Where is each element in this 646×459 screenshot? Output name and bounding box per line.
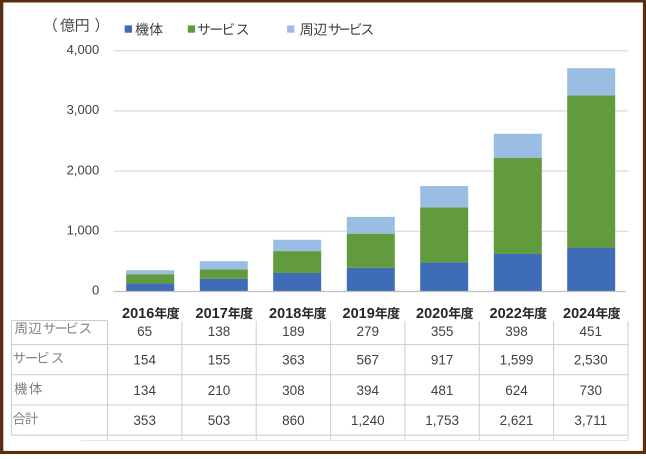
- svg-text:1,599: 1,599: [500, 353, 534, 368]
- svg-text:1,000: 1,000: [67, 223, 100, 238]
- svg-text:279: 279: [357, 324, 380, 339]
- svg-text:2018: 2018: [269, 306, 301, 322]
- svg-text:2,530: 2,530: [574, 353, 608, 368]
- svg-text:2024: 2024: [563, 306, 595, 322]
- svg-text:451: 451: [580, 324, 603, 339]
- svg-text:155: 155: [208, 353, 231, 368]
- svg-text:3,711: 3,711: [574, 413, 607, 428]
- svg-text:860: 860: [282, 413, 305, 428]
- svg-text:2020: 2020: [416, 306, 448, 322]
- svg-text:134: 134: [133, 383, 156, 398]
- svg-text:210: 210: [208, 383, 231, 398]
- svg-text:394: 394: [357, 383, 380, 398]
- svg-text:154: 154: [133, 353, 156, 368]
- svg-text:481: 481: [431, 383, 454, 398]
- svg-text:138: 138: [208, 324, 231, 339]
- svg-text:567: 567: [357, 353, 380, 368]
- svg-text:189: 189: [282, 324, 305, 339]
- svg-text:3,000: 3,000: [67, 102, 100, 117]
- svg-text:503: 503: [208, 413, 231, 428]
- svg-text:624: 624: [505, 383, 528, 398]
- svg-text:4,000: 4,000: [67, 42, 100, 57]
- svg-text:355: 355: [431, 324, 454, 339]
- svg-text:2017: 2017: [196, 306, 228, 322]
- svg-text:2,621: 2,621: [500, 413, 534, 428]
- svg-text:363: 363: [282, 353, 305, 368]
- svg-text:353: 353: [133, 413, 156, 428]
- svg-text:65: 65: [137, 324, 152, 339]
- svg-text:917: 917: [431, 353, 454, 368]
- svg-text:308: 308: [282, 383, 305, 398]
- svg-text:2016: 2016: [122, 306, 154, 322]
- svg-text:2,000: 2,000: [67, 162, 100, 177]
- svg-text:730: 730: [580, 383, 603, 398]
- svg-text:2022: 2022: [490, 306, 522, 322]
- svg-text:1,240: 1,240: [351, 413, 385, 428]
- svg-text:0: 0: [92, 283, 99, 298]
- svg-text:398: 398: [505, 324, 528, 339]
- svg-text:2019: 2019: [343, 306, 375, 322]
- svg-text:1,753: 1,753: [425, 413, 459, 428]
